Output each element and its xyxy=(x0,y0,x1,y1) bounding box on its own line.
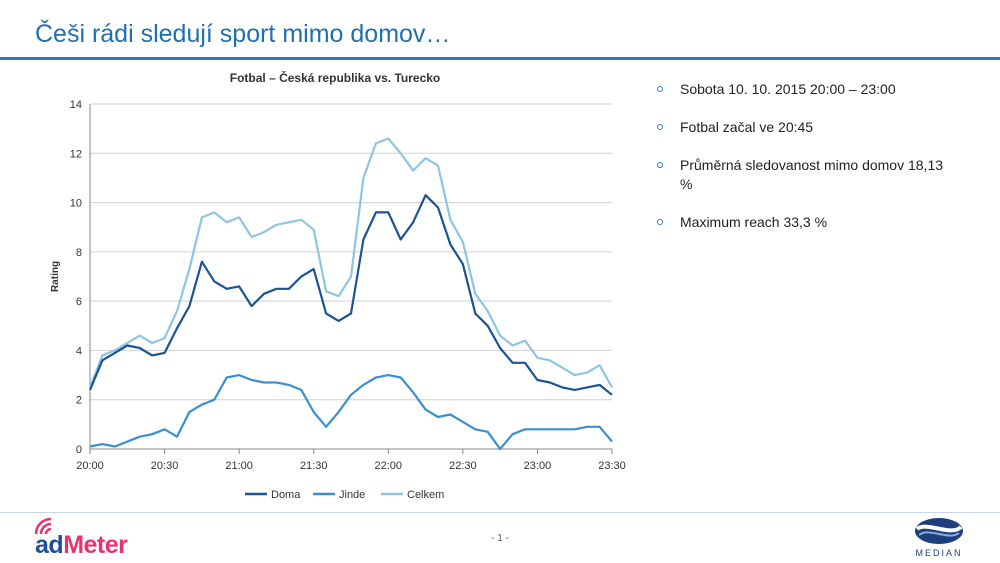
admeter-logo-ad: ad xyxy=(35,531,64,559)
bullet-item: Sobota 10. 10. 2015 20:00 – 23:00 xyxy=(655,80,955,99)
legend-label: Jinde xyxy=(339,489,365,501)
y-tick-label: 0 xyxy=(76,444,82,456)
line-chart: Fotbal – Česká republika vs. Turecko Rat… xyxy=(50,70,626,501)
x-tick-label: 23:00 xyxy=(524,460,552,472)
title-divider xyxy=(0,57,1000,60)
bullet-text: Fotbal začal ve 20:45 xyxy=(680,119,814,135)
bullet-list: Sobota 10. 10. 2015 20:00 – 23:00 Fotbal… xyxy=(655,80,955,251)
median-logo-icon xyxy=(915,518,963,544)
y-tick-label: 12 xyxy=(70,148,82,160)
bullet-icon xyxy=(657,86,663,92)
bullet-icon xyxy=(657,124,663,130)
bullet-text: Průměrná sledovanost mimo domov 18,13 % xyxy=(680,157,944,192)
series-lines xyxy=(88,137,613,451)
page-number: - 1 - xyxy=(491,533,509,544)
y-tick-label: 8 xyxy=(76,247,82,259)
y-axis-label: Rating xyxy=(50,261,61,292)
chart-title: Fotbal – Česká republika vs. Turecko xyxy=(230,70,441,85)
x-tick-label: 20:30 xyxy=(151,460,179,472)
admeter-logo: adMeter xyxy=(35,531,128,560)
y-tick-label: 10 xyxy=(70,198,82,210)
bullet-item: Průměrná sledovanost mimo domov 18,13 % xyxy=(655,156,955,194)
x-tick-label: 23:30 xyxy=(598,460,626,472)
legend-label: Doma xyxy=(271,489,301,501)
x-tick-label: 21:00 xyxy=(225,460,253,472)
series-line-jinde xyxy=(89,374,613,451)
bullet-icon xyxy=(657,219,663,225)
y-tick-label: 6 xyxy=(76,296,82,308)
slide-title: Češi rádi sledují sport mimo domov… xyxy=(35,20,451,48)
bullet-text: Maximum reach 33,3 % xyxy=(680,214,828,230)
y-tick-label: 2 xyxy=(76,395,82,407)
bullet-icon xyxy=(657,162,663,168)
bullet-item: Fotbal začal ve 20:45 xyxy=(655,118,955,137)
median-logo-text: MEDIAN xyxy=(915,548,963,558)
series-line-doma xyxy=(88,194,613,396)
x-tick-label: 22:30 xyxy=(449,460,477,472)
y-axis-ticks: 0 2 4 6 8 10 12 14 xyxy=(70,99,82,456)
bullet-text: Sobota 10. 10. 2015 20:00 – 23:00 xyxy=(680,81,896,97)
y-tick-label: 4 xyxy=(76,345,82,357)
bullet-item: Maximum reach 33,3 % xyxy=(655,213,955,232)
x-tick-label: 21:30 xyxy=(300,460,328,472)
legend: Doma Jinde Celkem xyxy=(245,489,444,501)
admeter-logo-meter: Meter xyxy=(63,531,128,559)
x-tick-label: 22:00 xyxy=(375,460,403,472)
gridlines xyxy=(89,103,612,450)
admeter-signal-icon xyxy=(35,517,52,535)
legend-label: Celkem xyxy=(407,489,444,501)
y-tick-label: 14 xyxy=(70,99,82,111)
x-axis-ticks: 20:00 20:30 21:00 21:30 22:00 22:30 23:00 23:30 xyxy=(76,449,626,472)
series-line-celkem xyxy=(88,137,613,388)
x-tick-label: 20:00 xyxy=(76,460,104,472)
footer-divider xyxy=(0,512,1000,513)
